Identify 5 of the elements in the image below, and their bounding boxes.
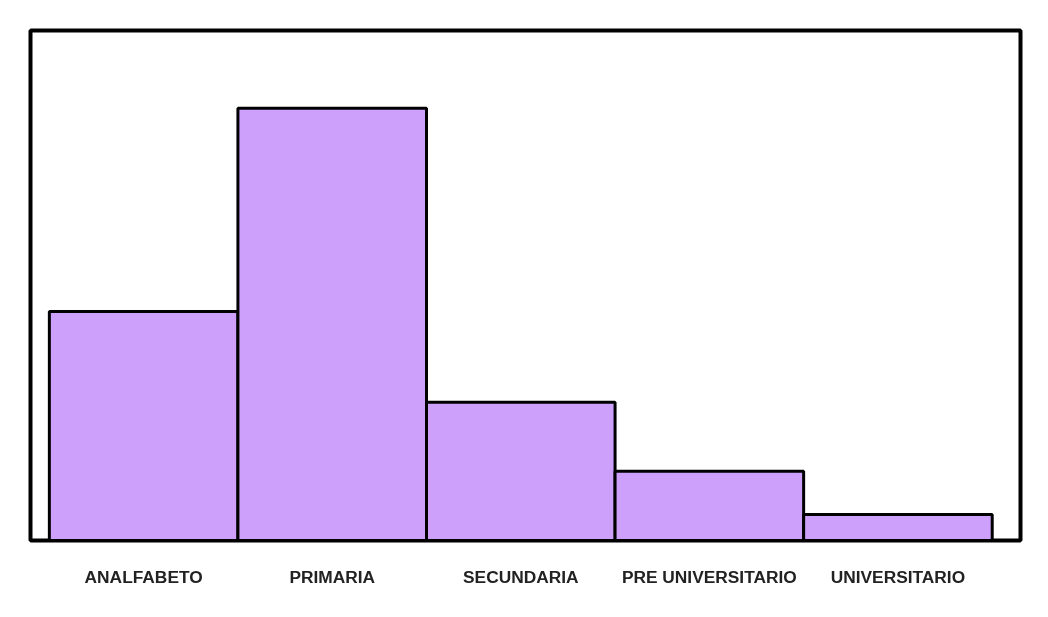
x-tick-label: SECUNDARIA [463, 566, 580, 587]
x-tick-label: PRIMARIA [289, 566, 376, 587]
x-tick-label: PRE UNIVERSITARIO [621, 566, 797, 587]
x-tick-label: ANALFABETO [84, 566, 203, 587]
x-tick-label: UNIVERSITARIO [830, 566, 966, 587]
